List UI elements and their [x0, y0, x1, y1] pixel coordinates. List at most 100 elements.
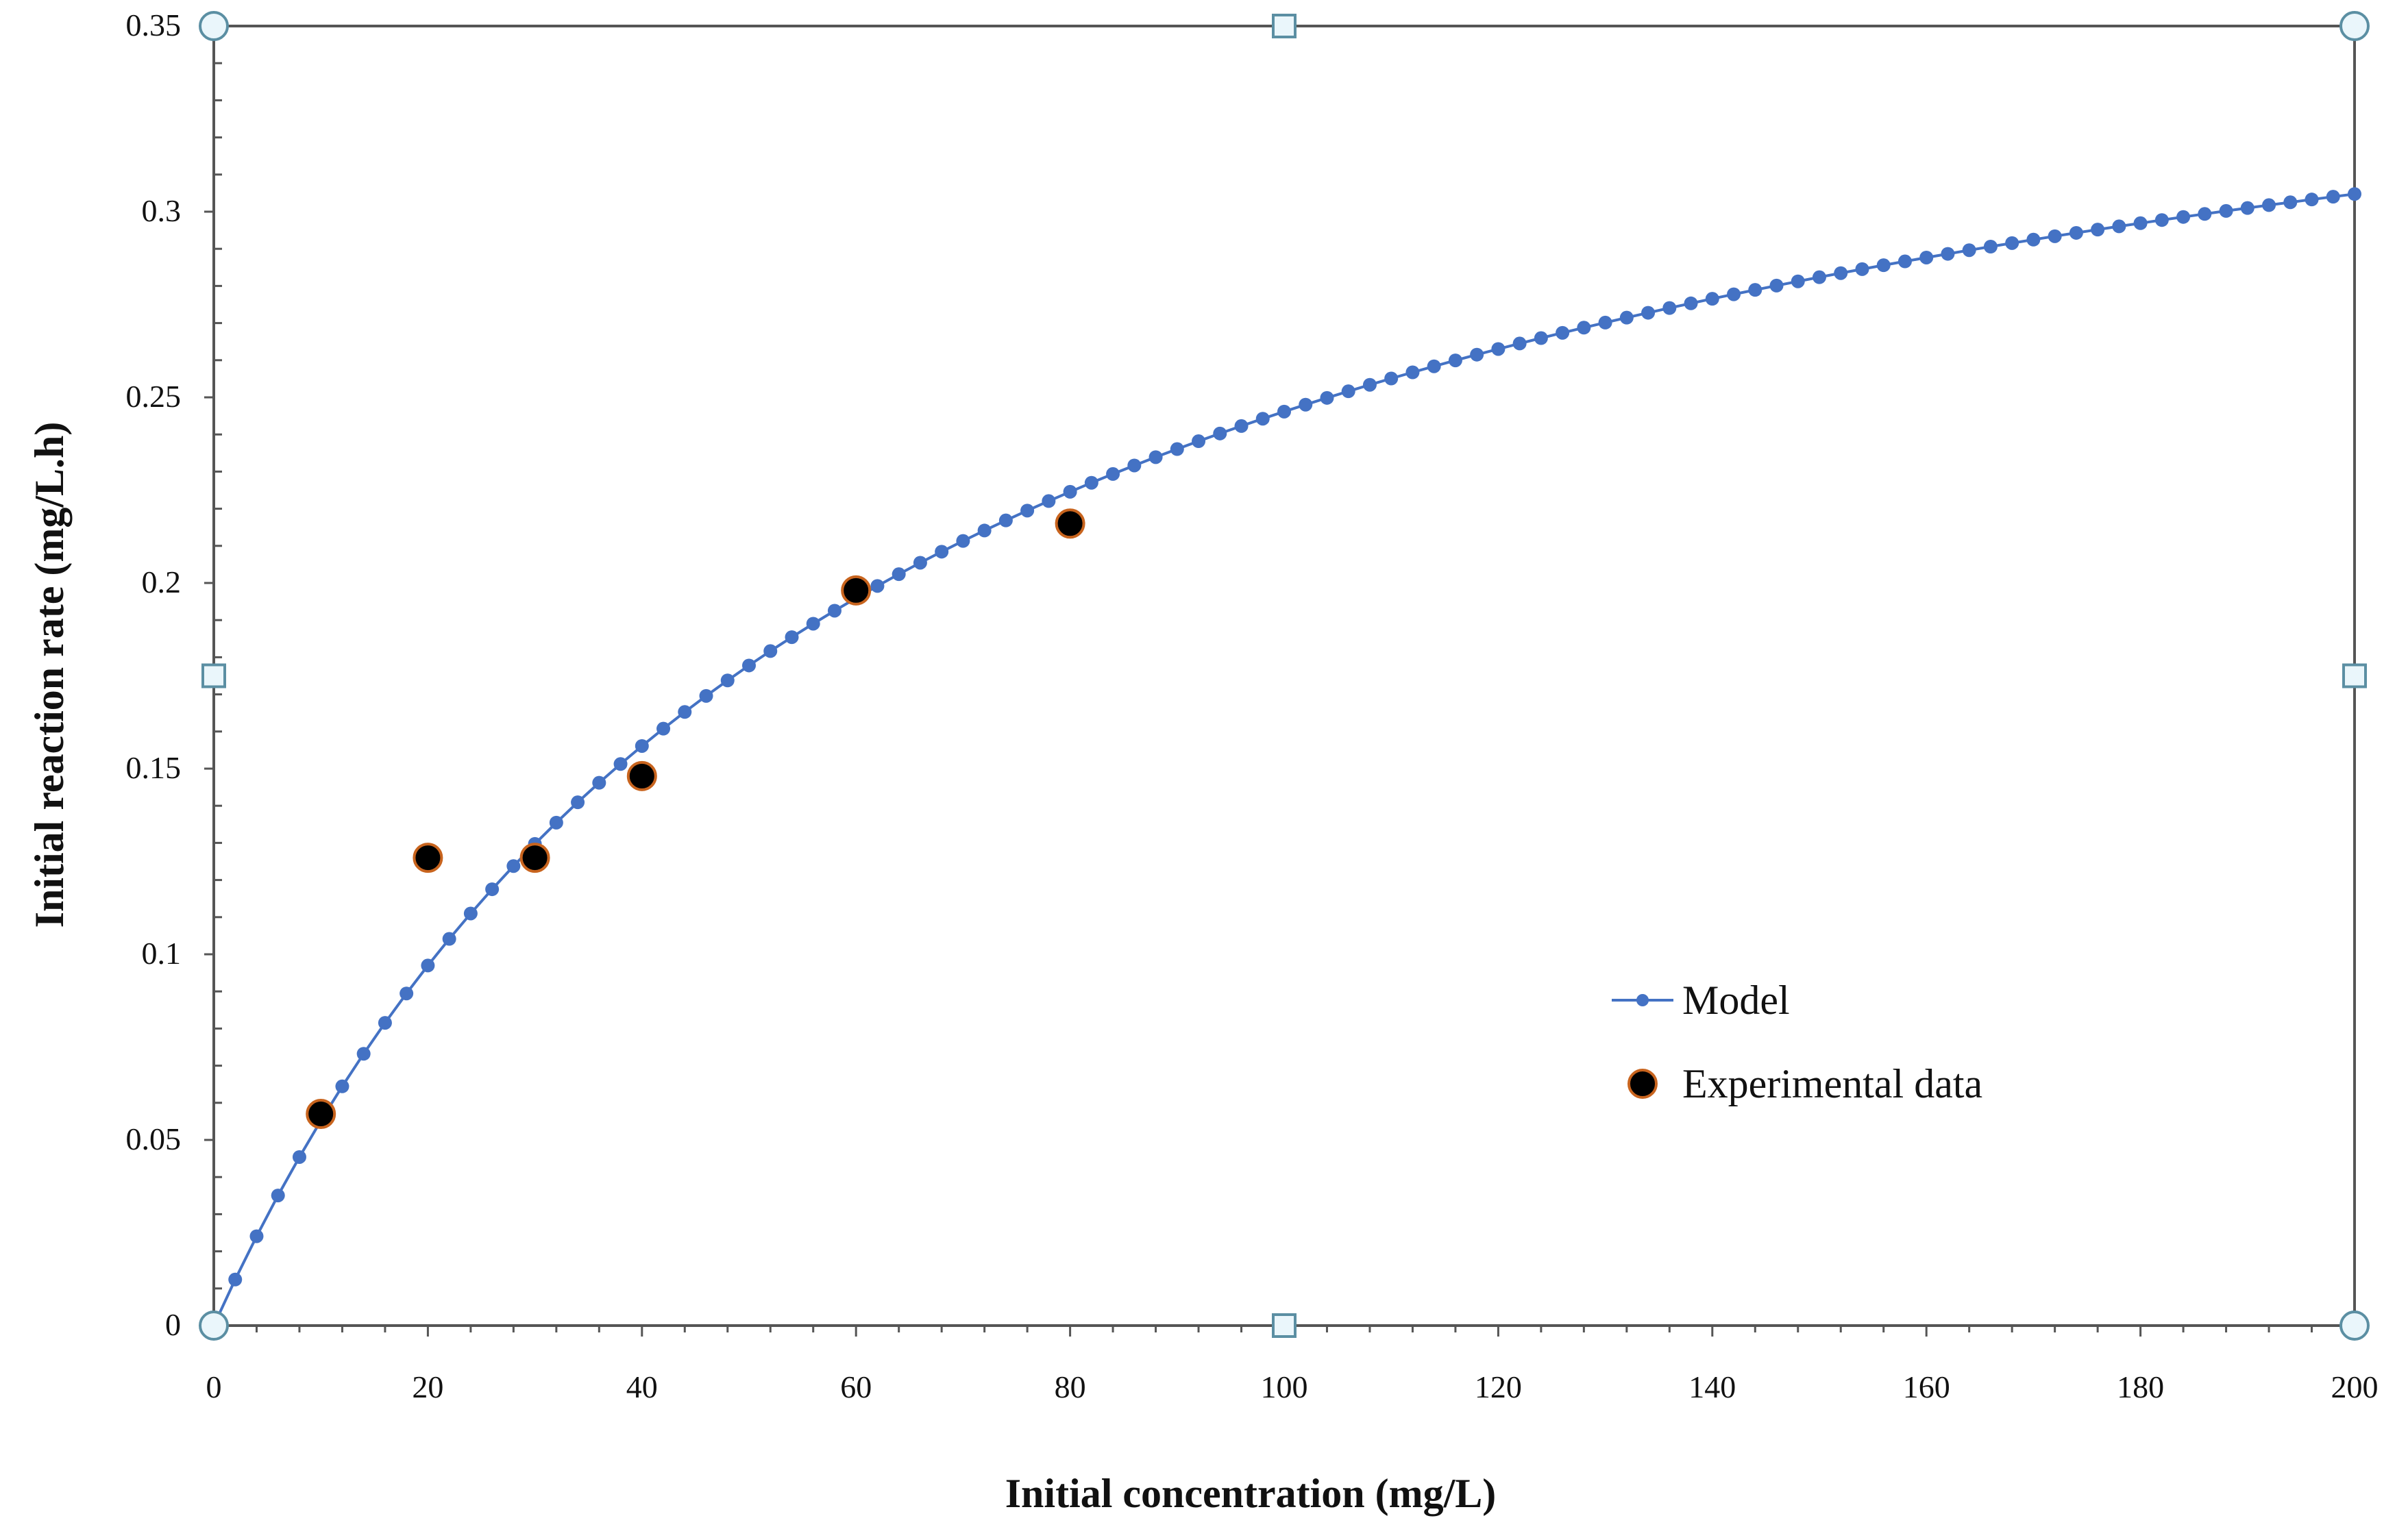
x-tick-label: 20 [412, 1369, 443, 1404]
x-tick-label: 40 [626, 1369, 658, 1404]
experimental-point [413, 843, 443, 873]
side-resize-handle[interactable] [1272, 1313, 1297, 1338]
model-point [442, 932, 456, 946]
corner-resize-handle[interactable] [199, 1311, 229, 1341]
model-point [1042, 494, 1056, 508]
experimental-point [306, 1099, 336, 1130]
model-point [1299, 397, 1313, 412]
model-point [1234, 419, 1249, 433]
x-tick-label: 160 [1903, 1369, 1950, 1404]
model-point [1577, 321, 1591, 335]
side-resize-handle[interactable] [2342, 663, 2367, 688]
model-point [2283, 195, 2298, 210]
experimental-point [626, 760, 657, 791]
model-point [2112, 219, 2126, 234]
model-point [1684, 296, 1698, 310]
experimental-point [519, 843, 550, 873]
model-point [1127, 458, 1142, 473]
model-point [1255, 412, 1270, 426]
model-point [421, 958, 435, 973]
model-point [763, 644, 778, 658]
model-point [1470, 347, 1484, 362]
model-point [400, 986, 414, 1001]
model-point [249, 1229, 264, 1243]
side-resize-handle[interactable] [1272, 14, 1297, 38]
model-point [335, 1079, 349, 1093]
legend-experimental-marker [1627, 1069, 1658, 1099]
model-point [1384, 371, 1399, 386]
model-point [1556, 325, 1570, 340]
model-series [207, 187, 2361, 1332]
model-point [2219, 203, 2233, 218]
legend-model-label: Model [1682, 978, 1790, 1023]
model-point [2348, 187, 2361, 201]
model-point [2326, 190, 2340, 204]
model-line [212, 192, 2355, 1326]
model-point [935, 545, 949, 559]
model-point [1277, 404, 1291, 419]
model-point [1641, 306, 1656, 320]
model-point [1213, 426, 1227, 440]
model-point [2005, 236, 2019, 250]
model-point [1427, 359, 1441, 373]
model-point [1063, 484, 1077, 499]
corner-resize-handle[interactable] [2339, 1311, 2370, 1341]
model-point [485, 882, 500, 897]
y-tick-label: 0.35 [126, 8, 182, 42]
model-point [2133, 216, 2148, 230]
model-point [998, 513, 1013, 527]
model-point [2026, 232, 2041, 247]
model-point [1705, 292, 1719, 306]
model-point [827, 604, 841, 618]
model-point [571, 795, 585, 810]
model-point [720, 673, 735, 688]
model-point [1791, 274, 1805, 288]
model-point [1084, 475, 1098, 490]
y-tick-label: 0.05 [126, 1121, 182, 1156]
model-point [1727, 287, 1741, 301]
corner-resize-handle[interactable] [2339, 11, 2370, 41]
model-point [1748, 283, 1762, 297]
model-point [2091, 223, 2105, 237]
model-point [463, 906, 478, 921]
model-point [1919, 250, 1934, 264]
model-point [1769, 278, 1784, 293]
model-point [1876, 258, 1891, 273]
model-point [549, 815, 563, 830]
x-tick-label: 200 [2331, 1369, 2379, 1404]
model-point [592, 775, 606, 790]
model-point [2198, 207, 2212, 221]
model-point [1106, 467, 1120, 481]
model-point [1341, 384, 1355, 399]
y-tick-label: 0.25 [126, 379, 182, 414]
x-tick-label: 0 [206, 1369, 222, 1404]
model-point [2262, 198, 2276, 212]
model-point [699, 688, 713, 703]
model-point [292, 1150, 306, 1164]
model-point [1192, 434, 1206, 449]
model-point [2048, 229, 2062, 243]
x-tick-label: 60 [840, 1369, 872, 1404]
model-point [1834, 266, 1848, 280]
corner-resize-handle[interactable] [199, 11, 229, 41]
x-tick-label: 120 [1475, 1369, 1522, 1404]
legend-experimental-label: Experimental data [1682, 1061, 1982, 1106]
model-point [1534, 331, 1548, 345]
model-point [1020, 504, 1035, 518]
model-point [742, 658, 756, 673]
model-point [1619, 310, 1634, 325]
model-point [271, 1189, 285, 1203]
experimental-point [841, 575, 872, 606]
x-tick-label: 80 [1055, 1369, 1086, 1404]
selection-handles[interactable] [199, 11, 2370, 1341]
model-point [1491, 342, 1506, 356]
experimental-series [306, 508, 1085, 1130]
model-point [356, 1047, 371, 1061]
model-point [1897, 254, 1912, 269]
model-point [1148, 450, 1163, 464]
model-point [2305, 192, 2319, 207]
model-point [656, 721, 671, 736]
side-resize-handle[interactable] [201, 663, 226, 688]
model-point [1598, 315, 1612, 330]
model-point [228, 1272, 243, 1287]
